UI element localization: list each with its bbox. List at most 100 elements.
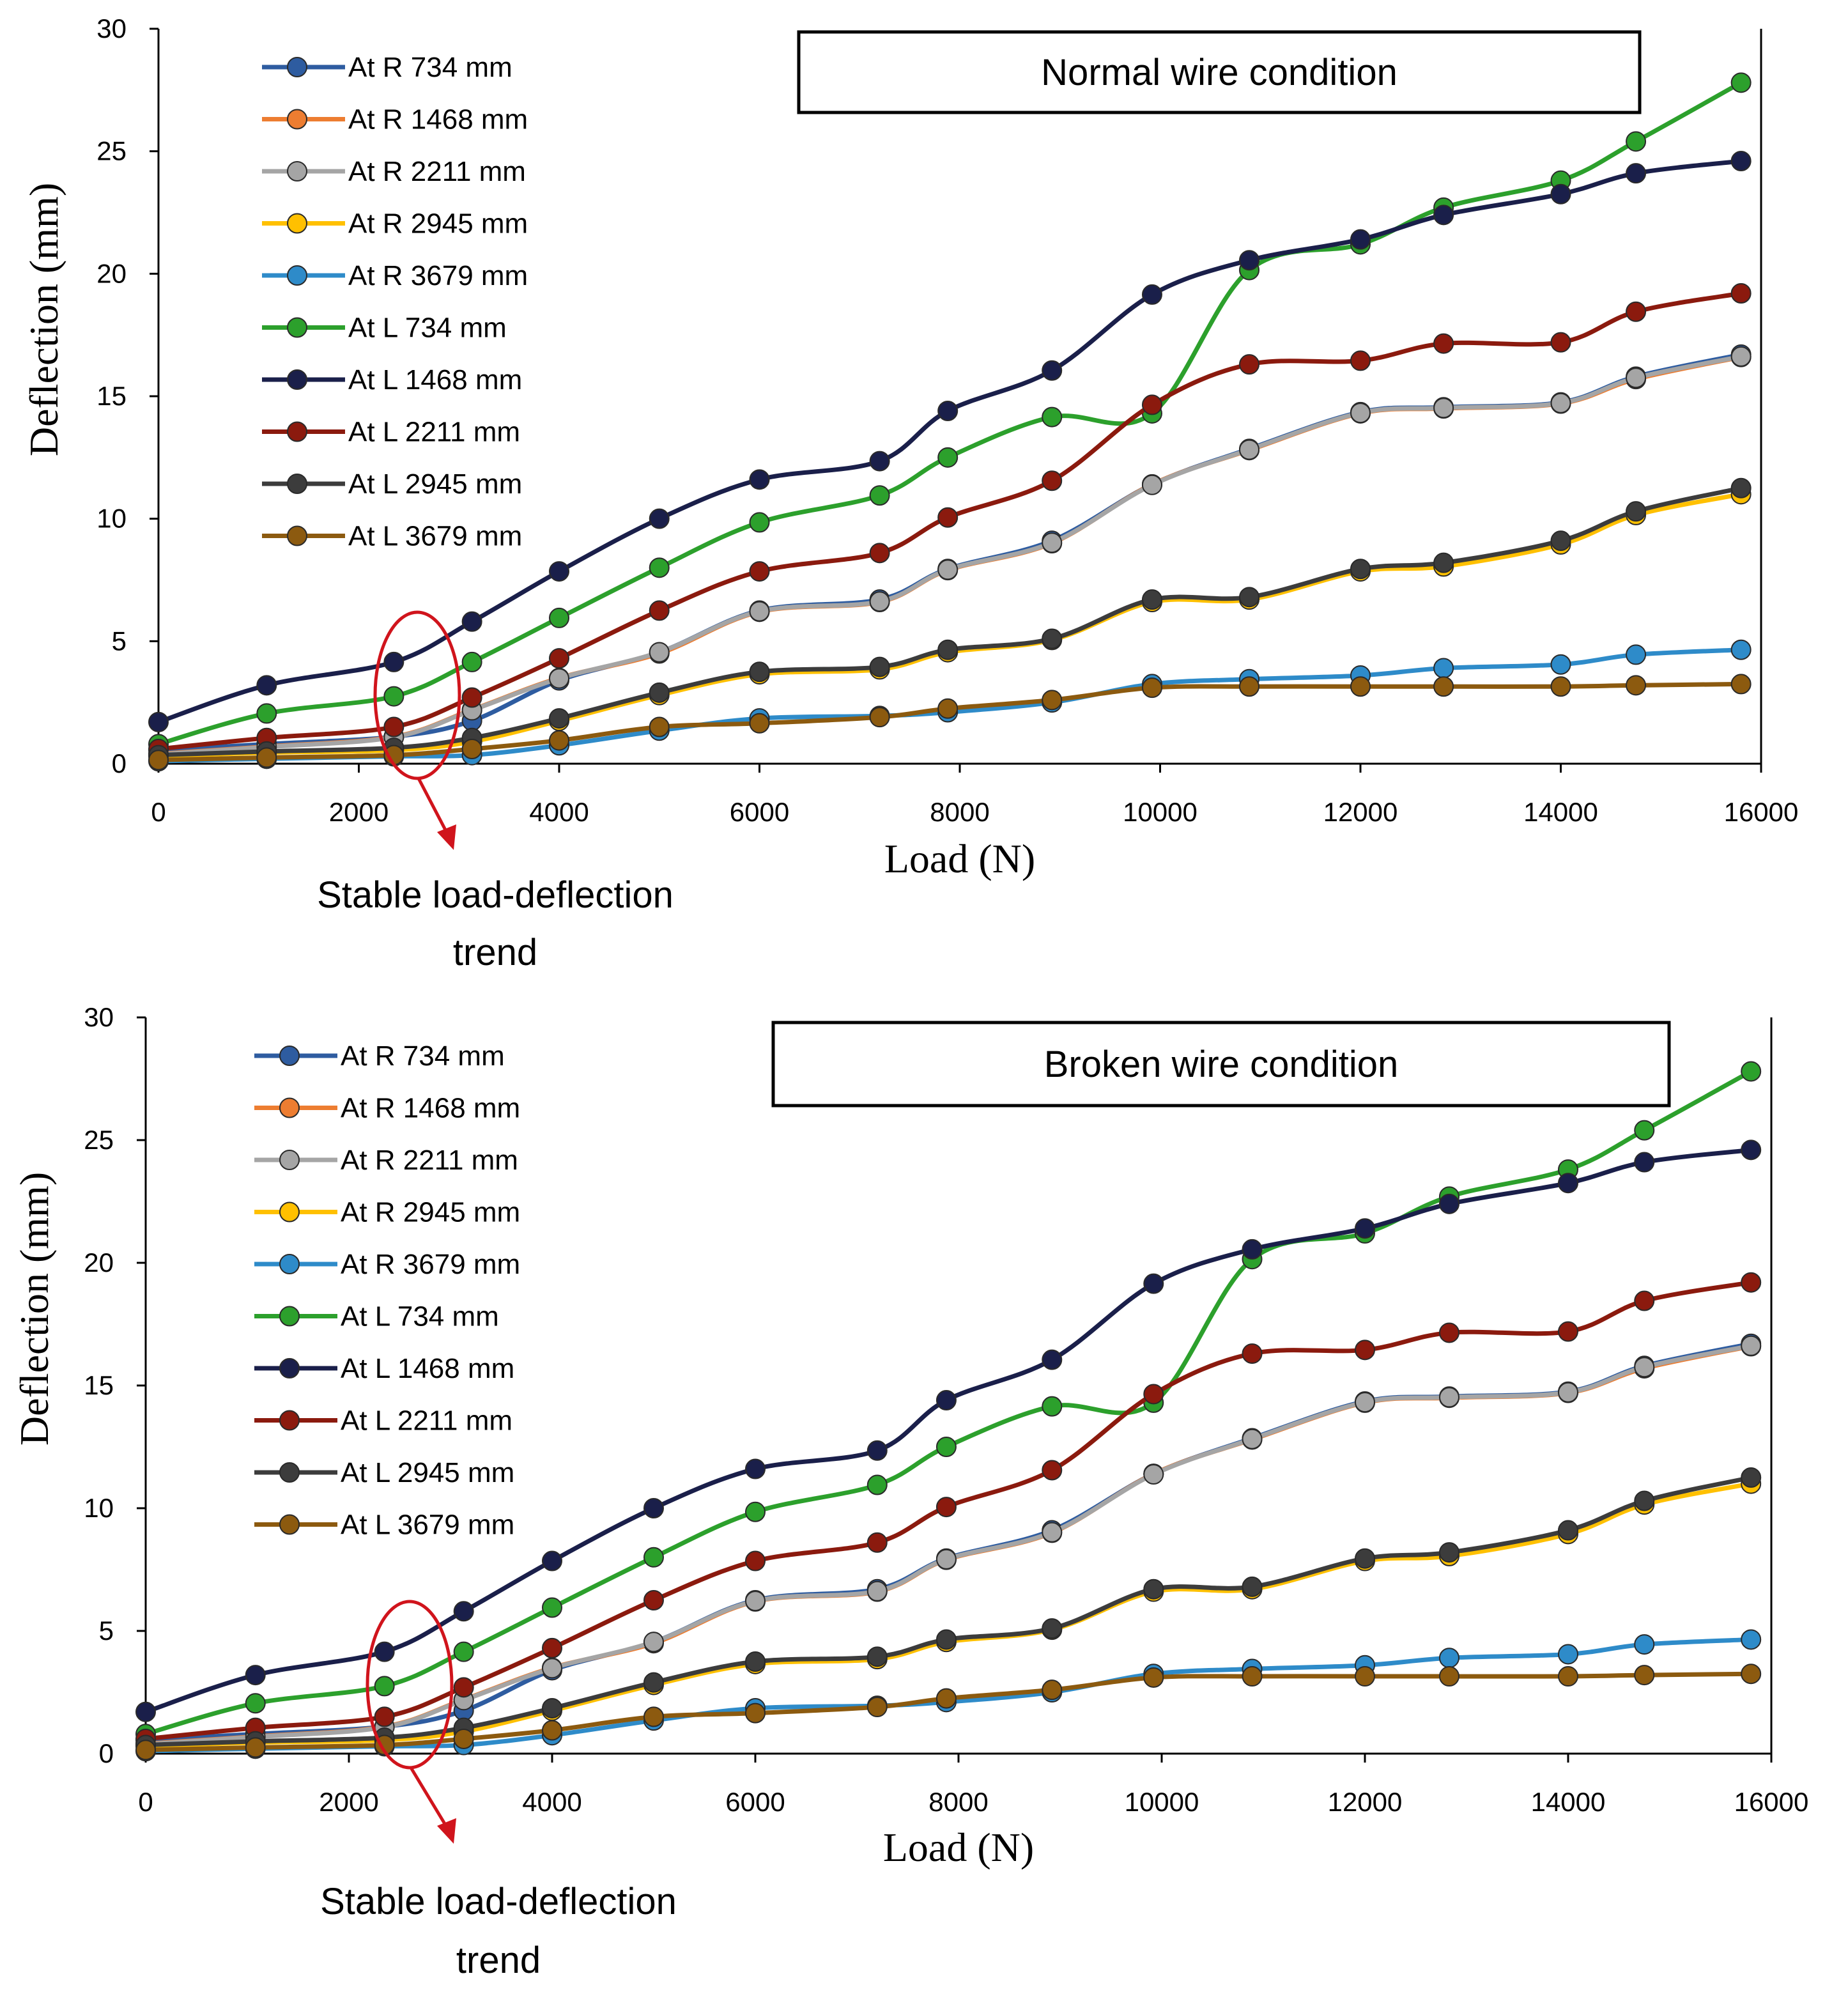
legend-label: At R 734 mm [348, 52, 512, 83]
data-point [1550, 530, 1571, 552]
x-tick-label: 12000 [1323, 797, 1398, 827]
data-point [1634, 1152, 1655, 1173]
x-tick-label: 6000 [725, 1787, 785, 1817]
legend-item: At R 1468 mm [254, 1093, 520, 1124]
data-point [383, 716, 404, 737]
data-point [549, 668, 569, 689]
legend-label: At R 734 mm [341, 1040, 505, 1072]
data-point [1239, 250, 1260, 271]
y-tick-label: 0 [99, 1738, 114, 1768]
annotation-text-line2: trend [453, 932, 537, 973]
y-tick-label: 5 [99, 1616, 114, 1646]
data-point [745, 1501, 766, 1522]
legend-label: At R 1468 mm [341, 1093, 520, 1124]
data-point [1433, 333, 1454, 354]
data-point [643, 1672, 664, 1693]
data-point [866, 1580, 888, 1602]
data-point [936, 1437, 957, 1457]
data-point [1143, 1667, 1164, 1688]
y-tick-label: 0 [112, 748, 127, 778]
legend-label: At L 3679 mm [341, 1509, 514, 1541]
x-tick-label: 2000 [319, 1787, 378, 1817]
data-point [245, 1693, 266, 1714]
data-point [1550, 392, 1571, 413]
data-point [936, 1497, 957, 1518]
y-tick-label: 25 [84, 1125, 114, 1155]
data-point [256, 675, 277, 696]
legend-marker [287, 213, 307, 234]
data-point [1438, 1387, 1459, 1408]
data-point [866, 1440, 888, 1461]
data-point [1438, 1666, 1459, 1687]
data-point [1626, 367, 1647, 389]
data-point [866, 1646, 888, 1667]
data-point [937, 447, 959, 468]
y-tick-label: 20 [84, 1247, 114, 1278]
legend-label: At R 3679 mm [341, 1249, 520, 1280]
legend-label: At R 2945 mm [341, 1197, 520, 1228]
data-point [1626, 675, 1647, 696]
legend-item: At L 1468 mm [262, 364, 522, 396]
legend-label: At L 2211 mm [341, 1405, 512, 1437]
legend-item: At L 3679 mm [262, 521, 522, 552]
data-point [1730, 639, 1752, 660]
data-point [1141, 677, 1162, 699]
data-point [866, 1697, 888, 1718]
data-point [1741, 1272, 1762, 1293]
data-point [749, 469, 770, 490]
data-point [1355, 1548, 1375, 1569]
data-point [1042, 1349, 1063, 1370]
data-point [1355, 1392, 1375, 1413]
data-point [1433, 676, 1454, 697]
data-point [1355, 1666, 1375, 1687]
legend-marker [287, 369, 307, 390]
data-point [1626, 301, 1647, 322]
data-point [1042, 1522, 1063, 1543]
data-point [1433, 398, 1454, 419]
x-tick-label: 8000 [930, 797, 989, 827]
data-point [1438, 1193, 1459, 1214]
data-point [1242, 1239, 1263, 1260]
data-point [1741, 1061, 1762, 1082]
legend-item: At L 2945 mm [254, 1457, 514, 1488]
series-at-l-3679-mm [148, 674, 1752, 771]
legend-marker [279, 1046, 300, 1066]
legend-label: At L 2945 mm [348, 468, 522, 500]
legend-label: At L 734 mm [341, 1301, 499, 1332]
data-point [1141, 474, 1162, 495]
data-point [135, 1740, 156, 1761]
data-point [866, 1474, 888, 1495]
data-point [1042, 470, 1063, 491]
data-point [1141, 284, 1162, 305]
data-point [1242, 1576, 1263, 1597]
data-point [1550, 332, 1571, 353]
legend-item: At R 1468 mm [262, 104, 528, 135]
y-tick-label: 30 [84, 1002, 114, 1032]
data-point [549, 561, 569, 582]
data-point [542, 1658, 562, 1679]
data-point [256, 747, 277, 768]
data-point [453, 1677, 474, 1698]
legend-label: At R 2945 mm [348, 208, 528, 240]
data-point [1350, 229, 1371, 250]
data-point [1634, 1290, 1655, 1311]
data-point [745, 1651, 766, 1672]
data-point [1438, 1542, 1459, 1563]
legend-marker [287, 474, 307, 494]
data-point [245, 1665, 266, 1686]
x-tick-label: 16000 [1724, 797, 1799, 827]
data-point [643, 1590, 664, 1610]
data-point [649, 508, 670, 529]
legend-marker [287, 109, 307, 130]
data-point [1239, 439, 1260, 460]
data-point [1730, 283, 1752, 304]
data-point [1634, 1490, 1655, 1511]
legend-label: At L 734 mm [348, 313, 507, 344]
data-point [937, 401, 959, 421]
y-tick-label: 30 [96, 13, 127, 43]
data-point [869, 656, 890, 677]
legend-item: At L 2945 mm [262, 468, 522, 500]
series-at-l-3679-mm [135, 1664, 1762, 1761]
data-point [1143, 1464, 1164, 1485]
data-point [542, 1697, 562, 1718]
